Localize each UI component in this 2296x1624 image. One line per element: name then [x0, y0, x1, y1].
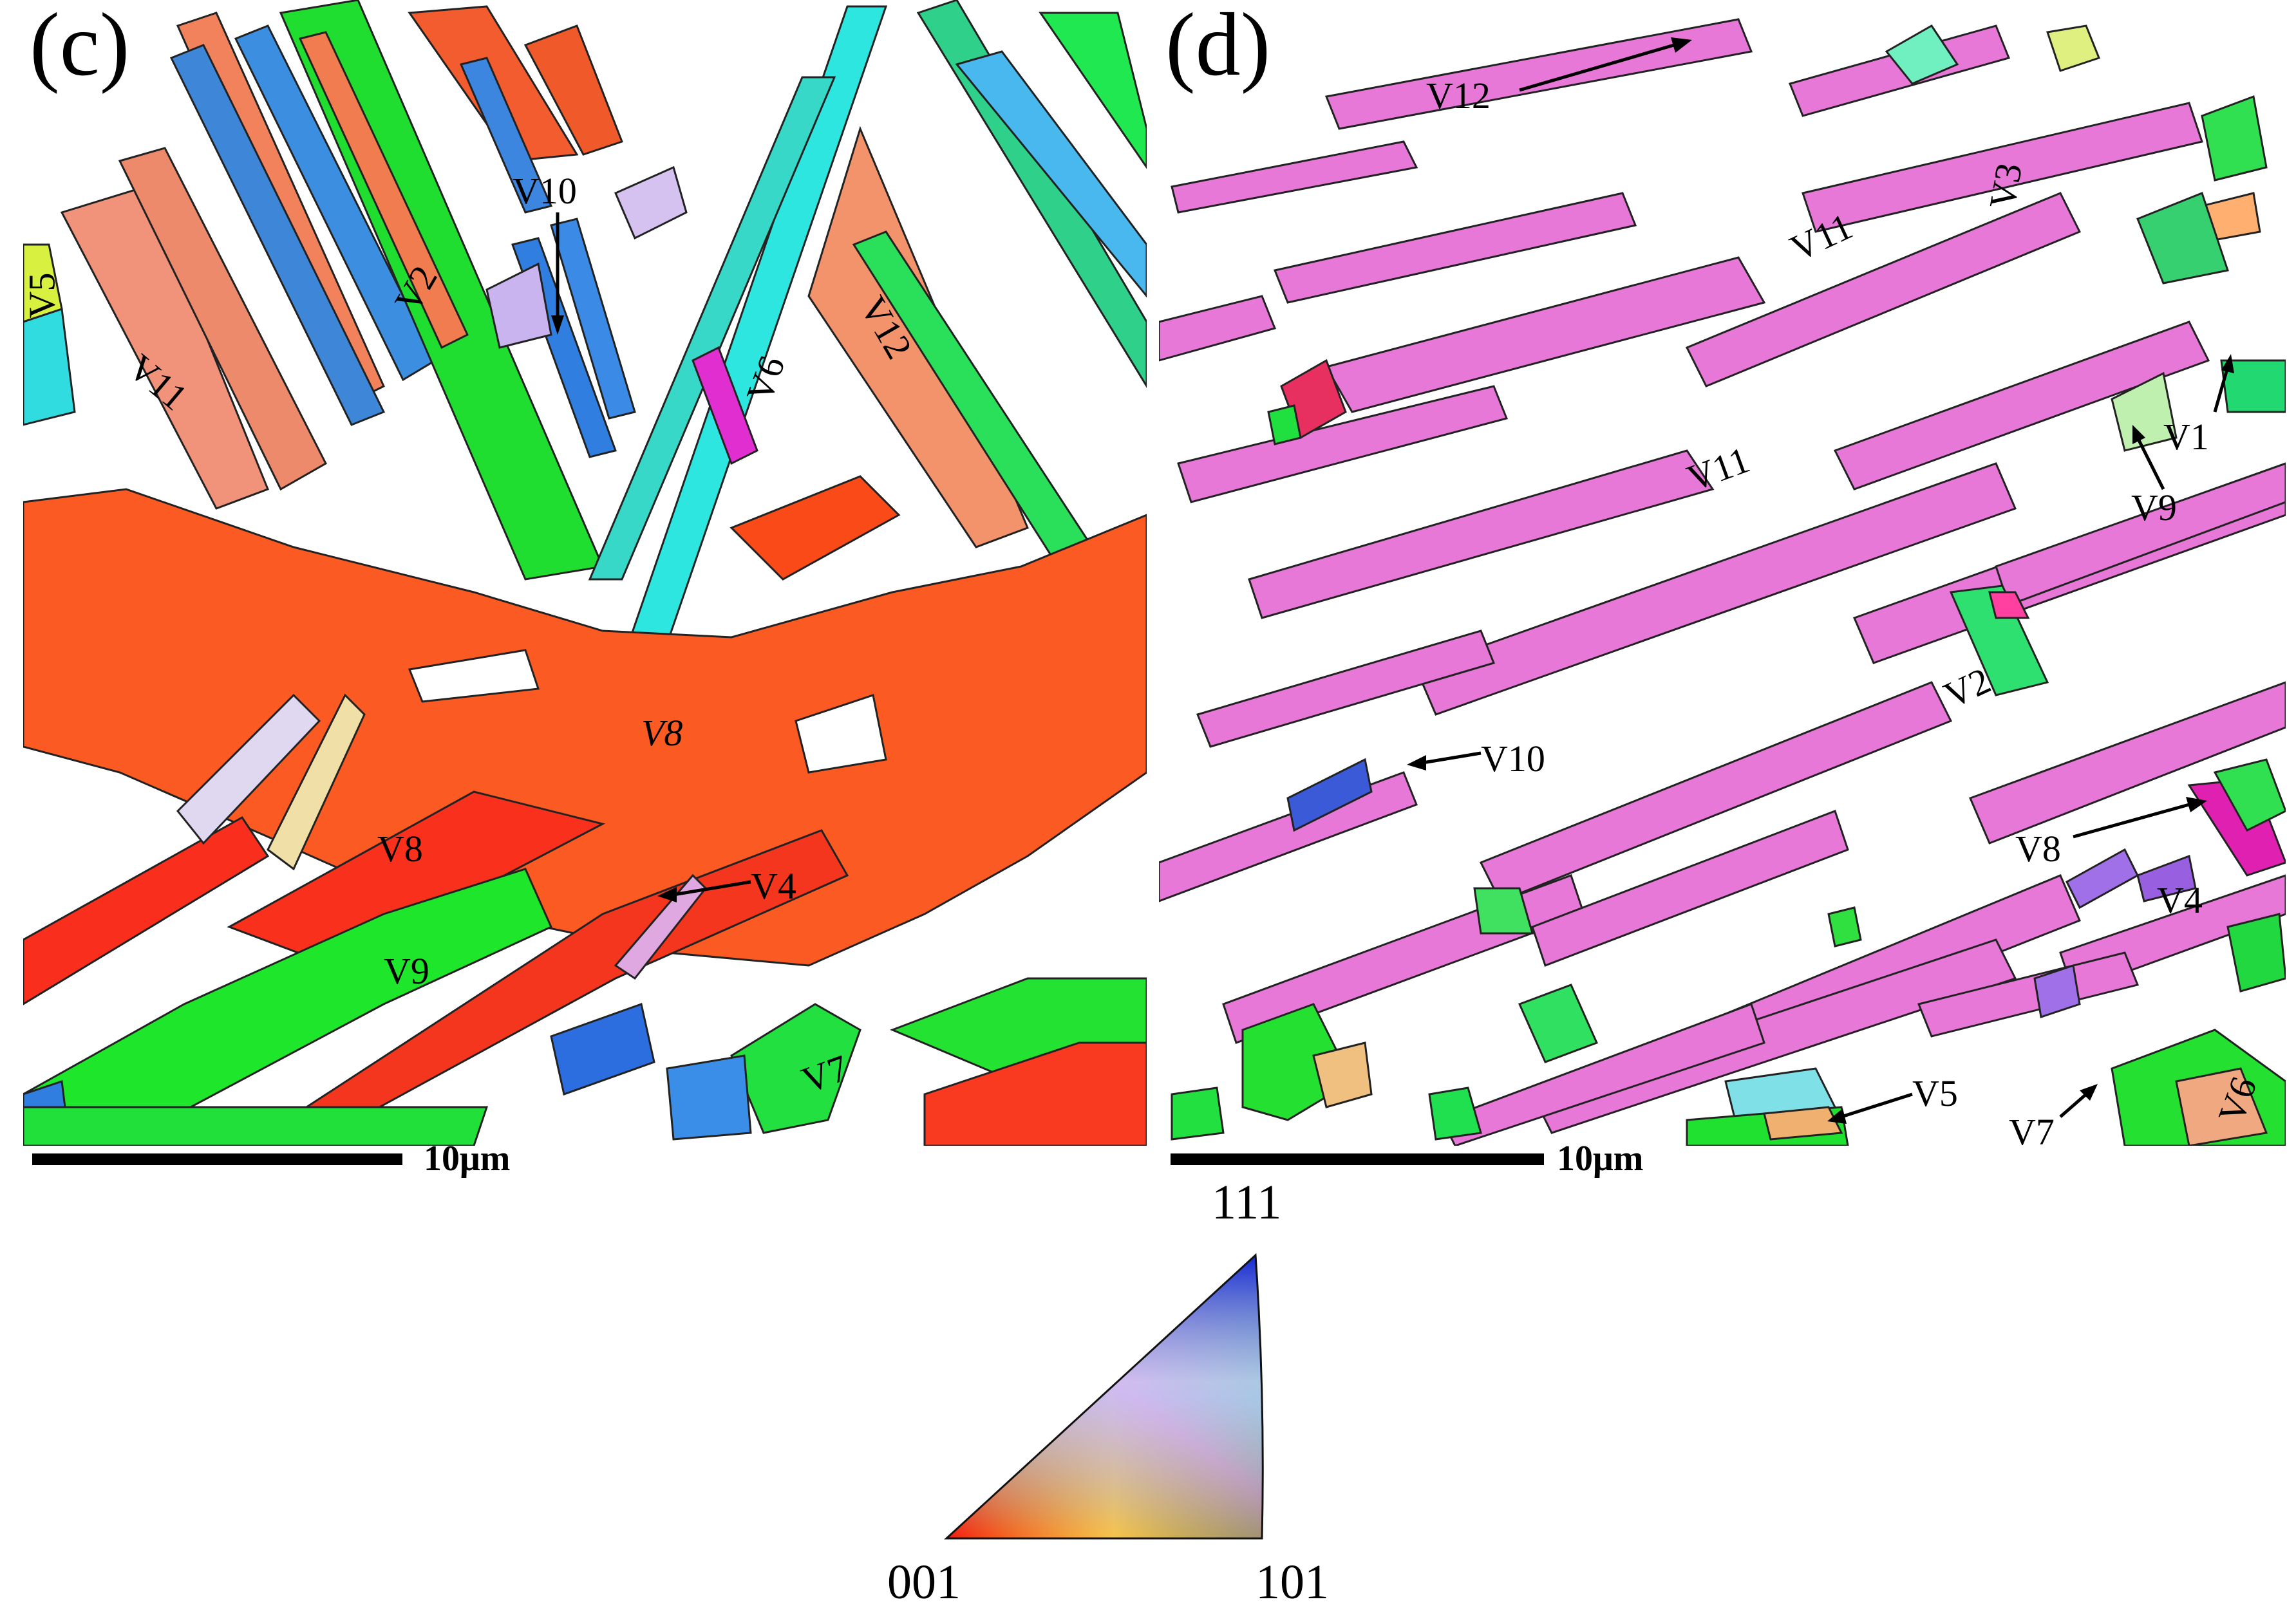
label-c-v4: V4: [751, 865, 796, 907]
ipf-label-111: 111: [1212, 1175, 1282, 1229]
ipf-label-001: 001: [887, 1555, 961, 1609]
label-d-v1: V1: [2163, 416, 2209, 458]
label-d-v7: V7: [2009, 1111, 2055, 1146]
label-c-v8a: V8: [641, 712, 683, 754]
panel-c-letter: (c): [23, 0, 136, 90]
label-c-v10: V10: [513, 170, 577, 212]
label-d-v9: V9: [2131, 487, 2177, 528]
arrows-d: [1407, 37, 2234, 1124]
panel-d-letter: (d): [1159, 0, 1277, 90]
ebsd-map-c: (c) V5 V10 V2 V11 V6 V12 V8 V8 V4 V9 V7: [23, 0, 1147, 1146]
label-d-v4: V4: [2157, 879, 2203, 921]
arrows-c: [551, 212, 751, 902]
scalebar-d: [1171, 1153, 1544, 1165]
scalebar-c: [32, 1153, 402, 1165]
ebsd-ipf-map-d: [1159, 0, 2286, 1146]
ipf-label-101: 101: [1256, 1555, 1329, 1609]
ebsd-map-d: (d) V12 V3 V11 V11 V1 V9 V2 V10 V8 V4 V5…: [1159, 0, 2286, 1146]
scalebar-c-label: 10μm: [424, 1139, 511, 1179]
label-c-v9: V9: [384, 950, 429, 992]
label-d-v5: V5: [1912, 1072, 1958, 1114]
label-d-v12: V12: [1426, 75, 1491, 117]
scalebar-d-label: 10μm: [1557, 1139, 1644, 1179]
ipf-color-triangle: [944, 1253, 1264, 1540]
label-d-v8: V8: [2015, 828, 2061, 870]
label-c-v8b: V8: [377, 828, 423, 870]
ebsd-ipf-map-c: [23, 0, 1147, 1146]
label-d-v10: V10: [1481, 738, 1545, 779]
